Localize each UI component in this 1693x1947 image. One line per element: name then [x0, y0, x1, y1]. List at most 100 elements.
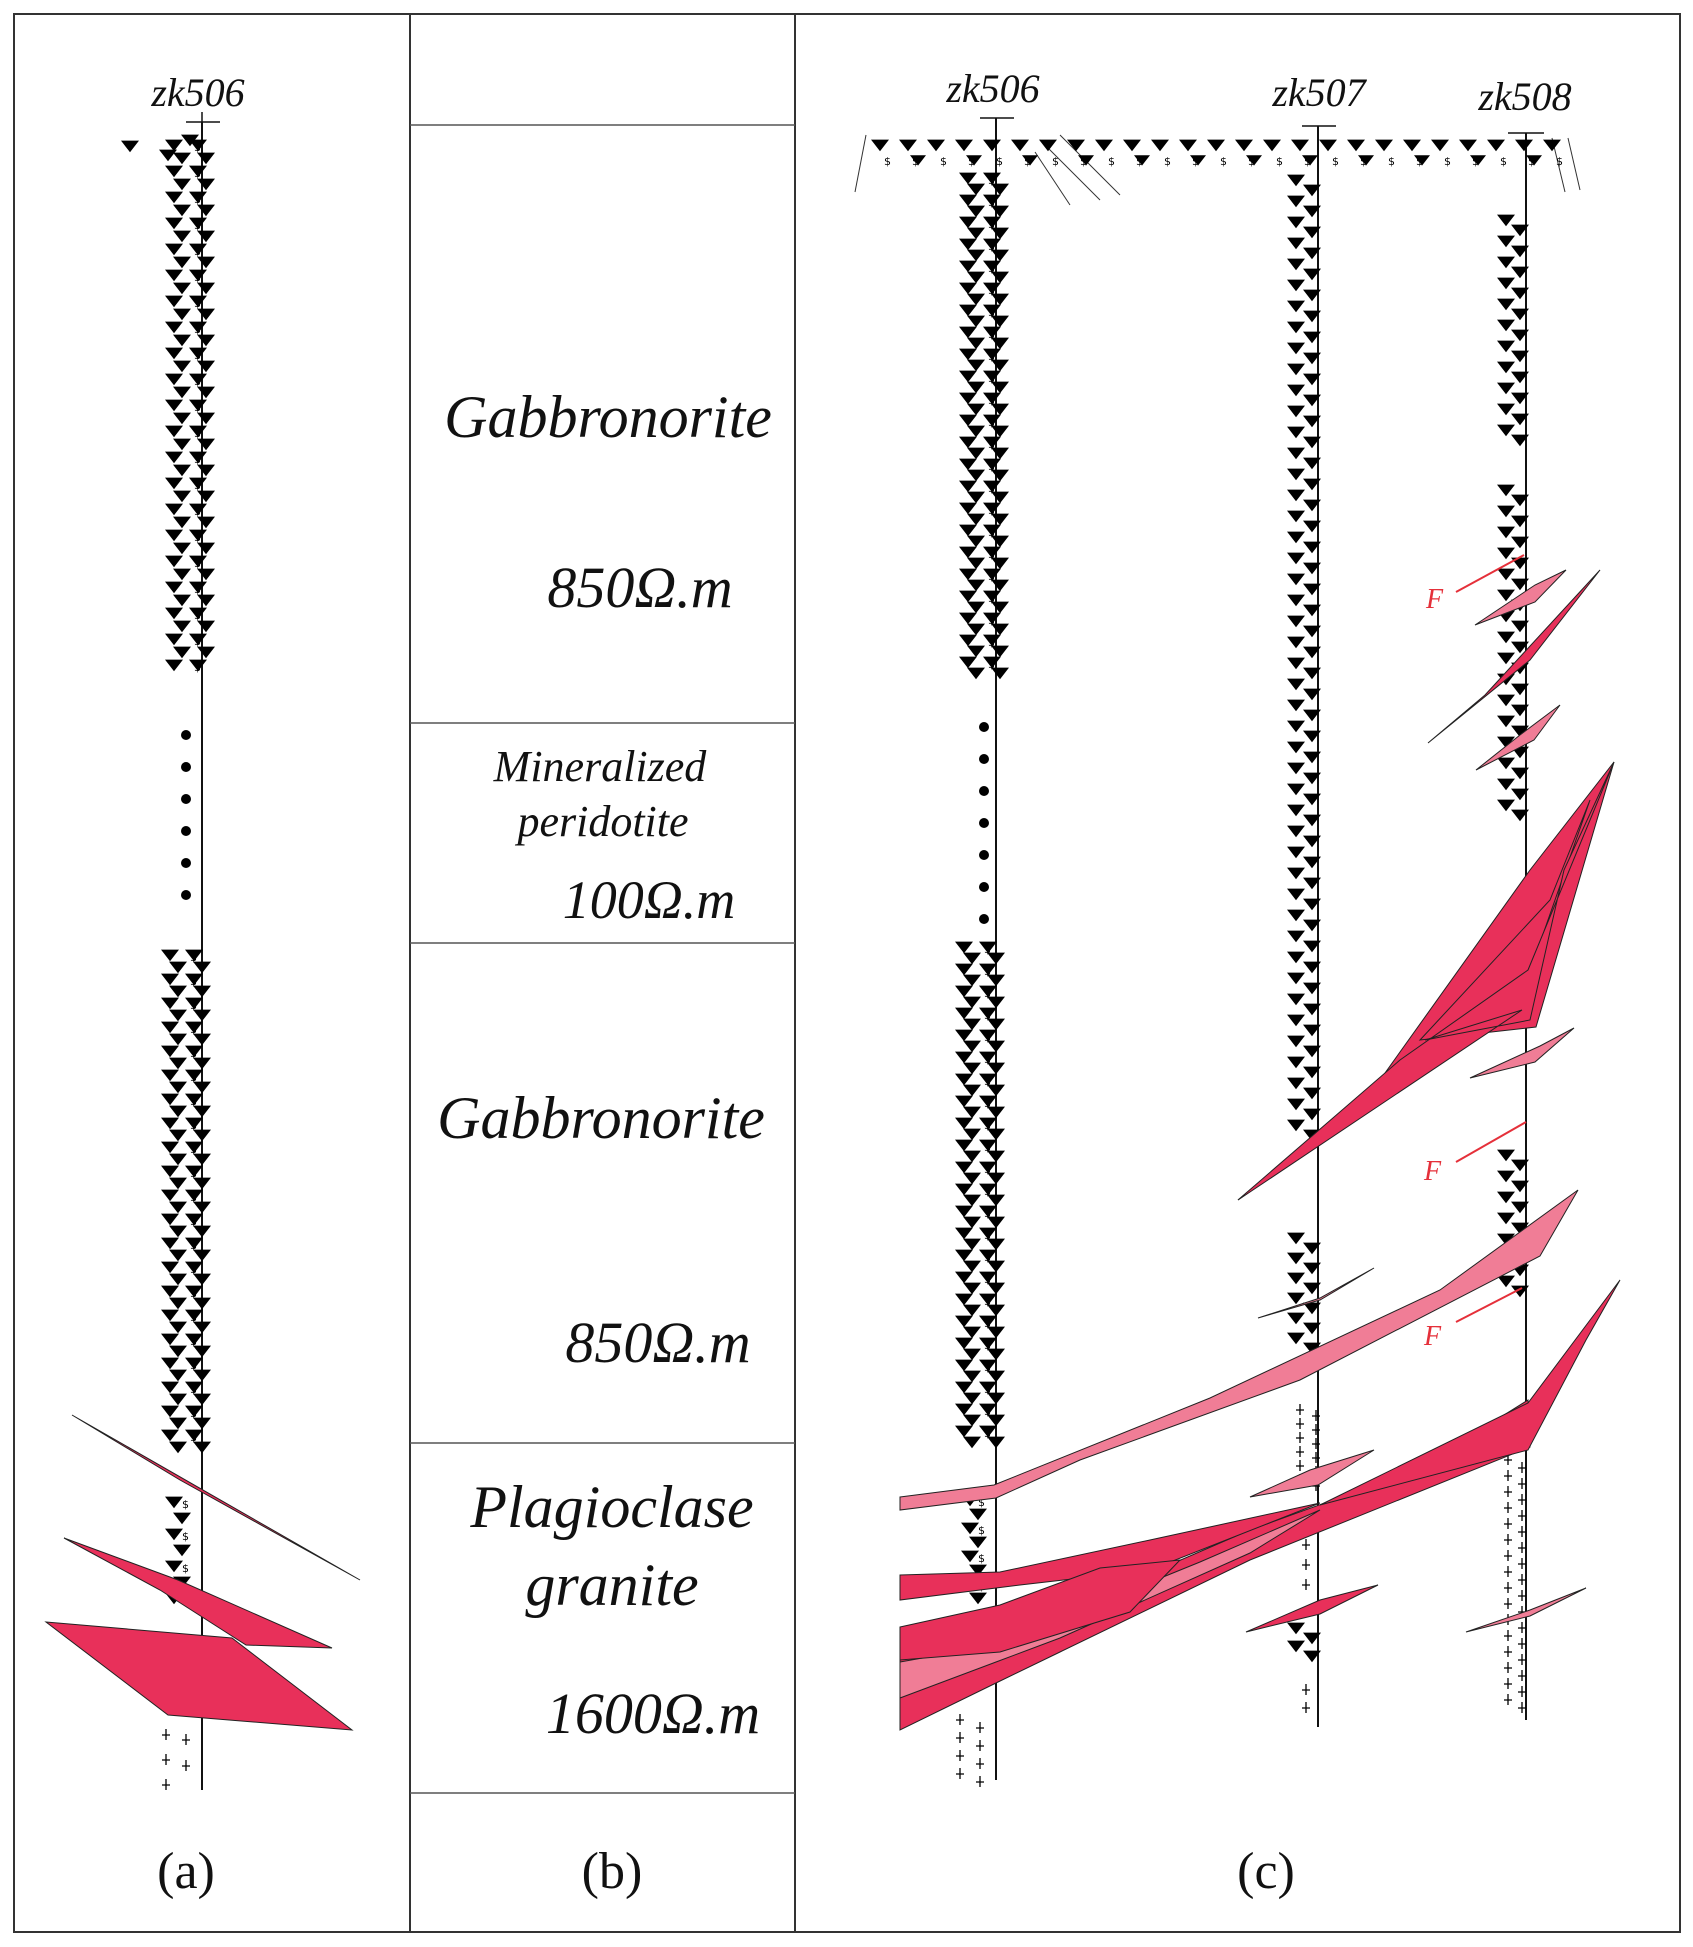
- gabbronorite-symbol: [979, 1007, 997, 1020]
- gabbronorite-symbol: [1511, 1159, 1529, 1172]
- granite-symbol: [956, 1768, 964, 1779]
- gabbronorite-symbol: [979, 1381, 997, 1394]
- gabbronorite-symbol: [967, 513, 985, 526]
- granite-symbol: [1296, 1432, 1304, 1443]
- gabbronorite-symbol: [165, 269, 183, 282]
- gabbronorite-symbol: [967, 623, 985, 636]
- granite-symbol: [1504, 1502, 1512, 1513]
- gabbronorite-symbol: [1067, 139, 1085, 152]
- gabbronorite-symbol: [189, 451, 207, 464]
- sulfide-symbol: $: [194, 245, 201, 258]
- gabbronorite-symbol: [161, 1237, 179, 1250]
- gabbronorite-symbol: [189, 269, 207, 282]
- gabbronorite-symbol: [161, 1429, 179, 1442]
- panel-c-caption: (c): [1237, 1843, 1295, 1900]
- gabbronorite-symbol: [967, 601, 985, 614]
- gabbronorite-symbol: [193, 985, 211, 998]
- gabbronorite-symbol: [987, 1414, 1005, 1427]
- sulfide-symbol: $: [988, 218, 995, 231]
- gabbronorite-symbol: [1287, 1056, 1305, 1069]
- gabbronorite-symbol: [967, 645, 985, 658]
- gabbronorite-symbol: [1511, 641, 1529, 654]
- gabbronorite-symbol: [1287, 846, 1305, 859]
- gabbronorite-symbol: [963, 1194, 981, 1207]
- gabbronorite-symbol: [169, 1393, 187, 1406]
- gabbronorite-symbol: [173, 412, 191, 425]
- gabbronorite-symbol: [1287, 489, 1305, 502]
- gabbronorite-symbol: [193, 1177, 211, 1190]
- granite-symbol: [1518, 1702, 1526, 1713]
- gabbronorite-symbol: [963, 1106, 981, 1119]
- fault-line: [1455, 554, 1525, 593]
- sulfide-symbol: $: [1472, 155, 1479, 168]
- gabbronorite-symbol: [1287, 804, 1305, 817]
- gabbronorite-symbol: [1497, 757, 1515, 770]
- gabbronorite-symbol: [173, 334, 191, 347]
- gabbronorite-symbol: [955, 1029, 973, 1042]
- granite-symbol: [1518, 1526, 1526, 1537]
- gabbronorite-symbol: [987, 1326, 1005, 1339]
- sulfide-symbol: $: [988, 350, 995, 363]
- granite-symbol: [162, 1779, 170, 1790]
- gabbronorite-symbol: [987, 974, 1005, 987]
- gabbronorite-symbol: [979, 1403, 997, 1416]
- gabbronorite-symbol: [169, 1273, 187, 1286]
- gabbronorite-symbol: [959, 568, 977, 581]
- gabbronorite-symbol: [961, 1550, 979, 1563]
- gabbronorite-symbol: [1287, 993, 1305, 1006]
- orebody-light: [1465, 1587, 1587, 1633]
- gabbronorite-symbol: [1287, 720, 1305, 733]
- gabbronorite-symbol: [1287, 678, 1305, 691]
- gabbronorite-symbol: [979, 941, 997, 954]
- gabbronorite-symbol: [165, 139, 183, 152]
- gabbronorite-symbol: [1303, 499, 1321, 512]
- gabbronorite-symbol: [983, 568, 1001, 581]
- gabbronorite-symbol: [185, 1237, 203, 1250]
- gabbronorite-symbol: [987, 1172, 1005, 1185]
- gabbronorite-symbol: [185, 1213, 203, 1226]
- gabbronorite-symbol: [165, 1560, 183, 1573]
- gabbronorite-symbol: [1303, 1322, 1321, 1335]
- gabbronorite-symbol: [955, 1315, 973, 1328]
- sulfide-symbol: $: [1500, 155, 1507, 168]
- gabbronorite-symbol: [979, 1227, 997, 1240]
- gabbronorite-symbol: [165, 503, 183, 516]
- gabbronorite-symbol: [189, 477, 207, 490]
- gabbronorite-symbol: [189, 243, 207, 256]
- gabbronorite-symbol: [1497, 298, 1515, 311]
- peridotite-symbol: [979, 882, 989, 892]
- layer-resistivity: 850Ω.m: [565, 1310, 750, 1375]
- orebodies-c: [899, 569, 1621, 1731]
- gabbronorite-symbol: [1303, 1066, 1321, 1079]
- sulfide-symbol: $: [1136, 155, 1143, 168]
- sulfide-symbol: $: [190, 1047, 197, 1060]
- gabbronorite-symbol: [165, 659, 183, 672]
- gabbronorite-symbol: [1303, 793, 1321, 806]
- gabbronorite-symbol: [165, 477, 183, 490]
- gabbronorite-symbol: [169, 1321, 187, 1334]
- gabbronorite-symbol: [963, 1040, 981, 1053]
- gabbronorite-symbol: [967, 293, 985, 306]
- gabbronorite-symbol: [185, 1309, 203, 1322]
- fault-label: F: [1423, 1156, 1442, 1187]
- gabbronorite-symbol: [1511, 788, 1529, 801]
- sulfide-symbol: $: [182, 1498, 189, 1511]
- gabbronorite-symbol: [165, 217, 183, 230]
- gabbronorite-symbol: [1287, 279, 1305, 292]
- gabbronorite-symbol: [1287, 216, 1305, 229]
- gabbronorite-symbol: [983, 326, 1001, 339]
- gabbronorite-symbol: [165, 373, 183, 386]
- gabbronorite-symbol: [983, 216, 1001, 229]
- gabbronorite-symbol: [1303, 268, 1321, 281]
- layer-name-line1: Mineralized: [493, 742, 708, 791]
- gabbronorite-symbol: [987, 1436, 1005, 1449]
- gabbronorite-symbol: [165, 555, 183, 568]
- gabbronorite-symbol: [969, 1536, 987, 1549]
- sulfide-symbol: $: [1248, 155, 1255, 168]
- gabbronorite-symbol: [983, 348, 1001, 361]
- gabbronorite-symbol: [1151, 139, 1169, 152]
- gabbronorite-symbol: [991, 535, 1009, 548]
- layer-name-line2: granite: [525, 1552, 698, 1618]
- sulfide-symbol: $: [194, 453, 201, 466]
- gabbronorite-symbol: [161, 1333, 179, 1346]
